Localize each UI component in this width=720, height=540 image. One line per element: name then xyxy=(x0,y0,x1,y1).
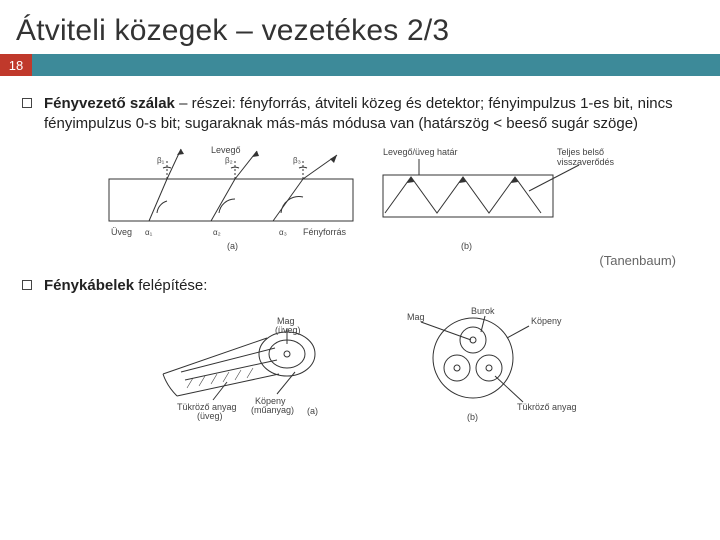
page-number: 18 xyxy=(0,54,32,76)
fig-label: Tükröző anyag(üveg) xyxy=(177,402,237,421)
fig-tag: (a) xyxy=(227,241,238,251)
angle-label: α₃ xyxy=(279,228,287,237)
fig-tag: (b) xyxy=(461,241,472,251)
fig-label: Köpeny xyxy=(531,316,562,326)
bullet-text: Fényvezető szálak – részei: fényforrás, … xyxy=(44,94,702,135)
figure-cable: Mag(üveg) Tükröző anyag(üveg) Köpeny(műa… xyxy=(18,304,702,424)
bullet-bold: Fényvezető szálak xyxy=(44,95,175,112)
angle-label: α₂ xyxy=(213,228,221,237)
bullet-marker-icon xyxy=(22,98,32,108)
fig-tag: (b) xyxy=(467,412,478,422)
figure-cable-b: Mag Burok Köpeny Tükröző anyag (b) xyxy=(373,304,593,424)
figure-refraction-a: β₁ α₁ β₂ α₂ xyxy=(101,141,361,251)
angle-label: β₃ xyxy=(293,156,301,165)
fig-label: Mag xyxy=(407,312,425,322)
figure-cable-a: Mag(üveg) Tükröző anyag(üveg) Köpeny(műa… xyxy=(127,304,337,424)
slide-title: Átviteli közegek – vezetékes 2/3 xyxy=(0,0,720,54)
angle-label: α₁ xyxy=(145,228,153,237)
figure-refraction-b: Levegő/üveg határ Teljes belsővisszaverő… xyxy=(379,141,619,251)
figure-refraction: β₁ α₁ β₂ α₂ xyxy=(18,141,702,251)
fig-label: Levegő/üveg határ xyxy=(383,147,458,157)
fig-label: Üveg xyxy=(111,227,132,237)
citation: (Tanenbaum) xyxy=(18,253,702,268)
bullet-bold: Fénykábelek xyxy=(44,277,134,294)
fig-tag: (a) xyxy=(307,406,318,416)
bullet-marker-icon xyxy=(22,280,32,290)
fig-label: Levegő xyxy=(211,145,241,155)
fig-label: Köpeny(műanyag) xyxy=(251,396,294,415)
fig-label: Teljes belsővisszaverődés xyxy=(557,147,615,167)
fig-label: Fényforrás xyxy=(303,227,347,237)
fig-label: Tükröző anyag xyxy=(517,402,577,412)
accent-bar: 18 xyxy=(0,54,720,76)
fig-label: Mag(üveg) xyxy=(275,316,301,335)
fig-label: Burok xyxy=(471,306,495,316)
bullet-item: Fényvezető szálak – részei: fényforrás, … xyxy=(22,94,702,135)
bullet-text: Fénykábelek felépítése: xyxy=(44,276,207,296)
accent-fill xyxy=(32,54,720,76)
bullet-rest: felépítése: xyxy=(134,277,207,294)
bullet-item: Fénykábelek felépítése: xyxy=(22,276,702,296)
angle-label: β₂ xyxy=(225,156,233,165)
angle-label: β₁ xyxy=(157,156,165,165)
